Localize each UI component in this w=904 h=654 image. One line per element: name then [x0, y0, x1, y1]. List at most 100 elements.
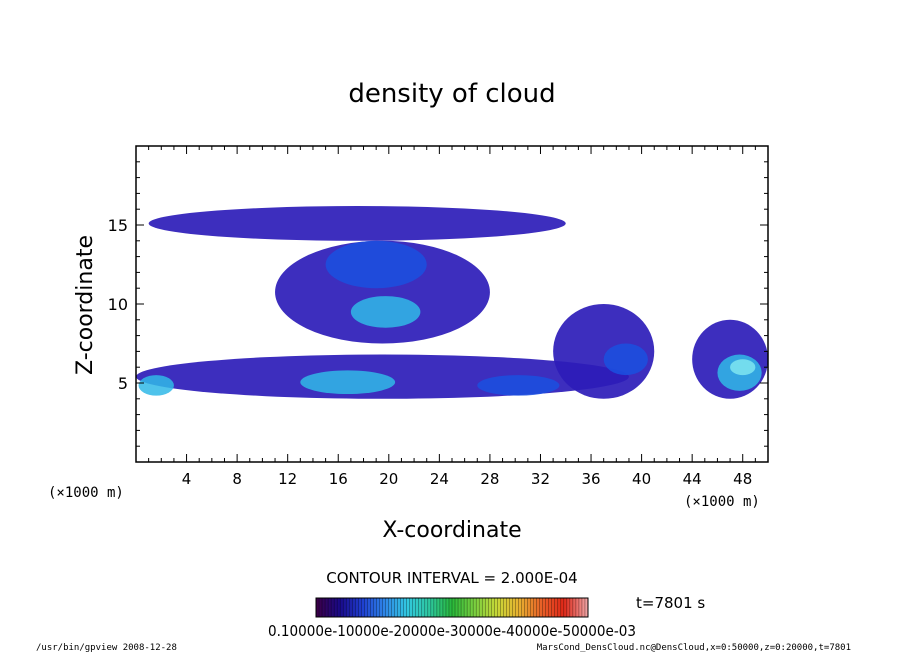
x-unit-label-left: (×1000 m): [48, 485, 124, 501]
colorbar-swatch: [521, 598, 525, 617]
colorbar-swatch: [415, 598, 420, 617]
colorbar-swatch: [427, 598, 432, 617]
colorbar-swatch: [352, 598, 356, 617]
colorbar-swatch: [328, 598, 332, 617]
cloud-region-5: [300, 370, 396, 395]
colorbar-swatch: [343, 598, 347, 617]
colorbar-swatch: [325, 598, 329, 617]
cloud-region-2: [350, 296, 421, 328]
colorbar-swatch: [497, 598, 501, 617]
colorbar-swatch: [560, 598, 565, 617]
colorbar-swatch: [394, 598, 398, 617]
x-tick-label: 32: [531, 470, 550, 488]
y-tick-label: 10: [108, 295, 128, 314]
x-tick-label: 4: [182, 470, 192, 488]
colorbar-swatch: [337, 598, 341, 617]
colorbar-swatch: [482, 598, 486, 617]
contour-interval-label: CONTOUR INTERVAL = 2.000E-04: [326, 569, 577, 587]
colorbar-swatch: [527, 598, 531, 617]
colorbar-swatch: [373, 598, 377, 617]
time-label: t=7801 s: [636, 594, 705, 612]
colorbar-swatch: [473, 598, 477, 617]
colorbar-swatch: [506, 598, 510, 617]
colorbar-swatch: [331, 598, 335, 617]
cloud-region-12: [730, 359, 756, 376]
colorbar-swatch: [436, 598, 441, 617]
y-tick-label: 15: [108, 216, 128, 235]
colorbar-swatch: [400, 598, 405, 617]
colorbar-swatch: [470, 598, 474, 617]
x-unit-label-right: (×1000 m): [684, 494, 760, 510]
colorbar-swatch: [563, 598, 568, 617]
colorbar-swatch: [533, 598, 538, 617]
colorbar-swatch: [542, 598, 547, 617]
colorbar-swatch: [409, 598, 414, 617]
colorbar-swatch: [455, 598, 459, 617]
cloud-region-9: [603, 343, 648, 376]
x-tick-label: 44: [683, 470, 702, 488]
colorbar-swatch: [433, 598, 438, 617]
cloud-region-6: [477, 375, 560, 396]
colorbar-swatch: [358, 598, 362, 617]
colorbar-swatch: [575, 598, 580, 617]
y-tick-label: 5: [118, 374, 128, 393]
colorbar: [315, 598, 589, 617]
colorbar-swatch: [379, 598, 383, 617]
colorbar-swatch: [412, 598, 417, 617]
cloud-region-7: [138, 375, 174, 396]
colorbar-swatch: [361, 598, 365, 617]
colorbar-swatch: [376, 598, 380, 617]
x-tick-label: 48: [733, 470, 752, 488]
colorbar-swatch: [476, 598, 480, 617]
colorbar-swatch: [340, 598, 344, 617]
footer-left: /usr/bin/gpview 2008-12-28: [36, 643, 177, 653]
colorbar-swatch: [439, 598, 444, 617]
colorbar-swatch: [566, 598, 571, 617]
y-axis: 5 10 15: [108, 145, 768, 463]
x-axis: 4 8 12 16 20 24 28 32 36 40 44 48: [135, 146, 769, 488]
colorbar-swatch: [334, 598, 338, 617]
colorbar-swatch: [388, 598, 392, 617]
colorbar-swatch: [509, 598, 513, 617]
colorbar-swatch: [442, 598, 447, 617]
colorbar-swatch: [424, 598, 429, 617]
colorbar-swatch: [382, 598, 386, 617]
colorbar-swatch: [322, 598, 326, 617]
colorbar-swatch: [503, 598, 507, 617]
colorbar-swatch: [452, 598, 456, 617]
colorbar-swatch: [403, 598, 408, 617]
colorbar-swatch: [421, 598, 426, 617]
x-tick-label: 40: [632, 470, 651, 488]
colorbar-swatch: [578, 598, 583, 617]
colorbar-swatch: [551, 598, 556, 617]
colorbar-swatch: [479, 598, 483, 617]
colorbar-swatch: [581, 598, 586, 617]
colorbar-swatch: [445, 598, 450, 617]
colorbar-swatch: [367, 598, 371, 617]
colorbar-swatch: [406, 598, 411, 617]
colorbar-swatch: [518, 598, 522, 617]
footer-right: MarsCond_DensCloud.nc@DensCloud,x=0:5000…: [537, 643, 851, 653]
colorbar-tick-labels: 0.10000e-10000e-20000e-30000e-40000e-500…: [268, 622, 636, 640]
colorbar-swatch: [557, 598, 562, 617]
colorbar-swatch: [524, 598, 528, 617]
x-tick-label: 16: [329, 470, 348, 488]
x-tick-label: 8: [232, 470, 242, 488]
x-tick-label: 28: [480, 470, 499, 488]
colorbar-swatch: [530, 598, 534, 617]
colorbar-swatch: [572, 598, 577, 617]
colorbar-swatch: [364, 598, 368, 617]
y-axis-label: Z-coordinate: [73, 235, 98, 375]
colorbar-swatch: [467, 598, 471, 617]
colorbar-swatch: [418, 598, 423, 617]
colorbar-swatch: [461, 598, 465, 617]
x-tick-label: 20: [379, 470, 398, 488]
colorbar-swatch: [448, 598, 453, 617]
colorbar-swatch: [494, 598, 498, 617]
colorbar-swatch: [349, 598, 353, 617]
colorbar-swatch: [430, 598, 435, 617]
colorbar-swatch: [464, 598, 468, 617]
colorbar-swatch: [515, 598, 519, 617]
colorbar-swatch: [397, 598, 402, 617]
